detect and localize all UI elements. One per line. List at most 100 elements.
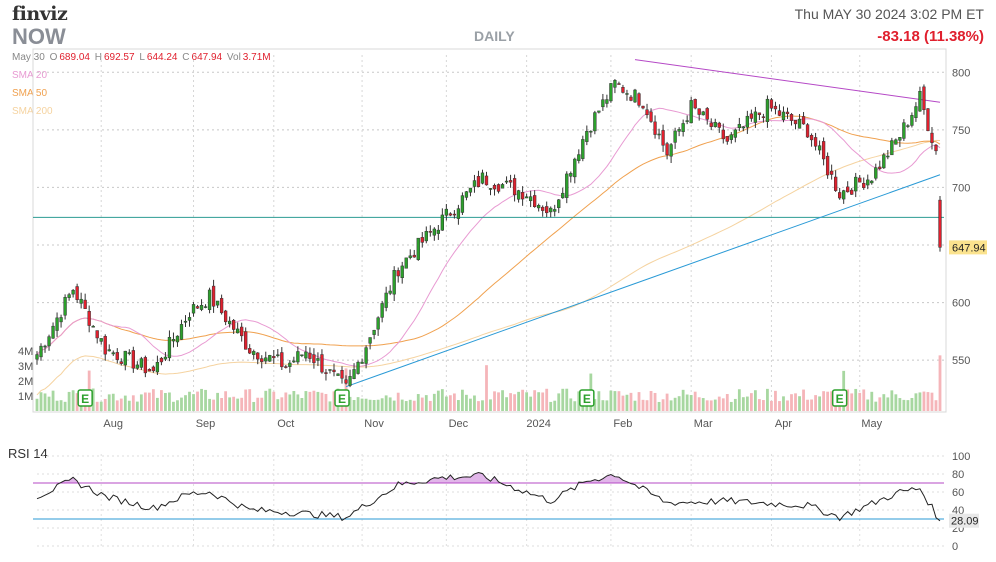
volume-bar bbox=[517, 391, 520, 411]
candle bbox=[789, 113, 794, 126]
candle-body bbox=[480, 172, 485, 184]
volume-bar bbox=[737, 389, 741, 411]
candle bbox=[135, 361, 139, 370]
candle bbox=[316, 352, 320, 367]
volume-bar bbox=[862, 389, 866, 411]
candle bbox=[773, 101, 778, 115]
candle-body bbox=[733, 129, 737, 138]
earnings-marker[interactable]: E bbox=[334, 389, 350, 407]
candle bbox=[364, 345, 368, 369]
candle-body bbox=[340, 369, 344, 379]
volume-bar bbox=[288, 394, 292, 411]
candle-body bbox=[721, 129, 725, 140]
earnings-marker-label: E bbox=[583, 392, 591, 406]
volume-bar bbox=[866, 399, 870, 411]
candle bbox=[898, 137, 902, 148]
volume-bar bbox=[597, 391, 601, 411]
volume-bar bbox=[176, 400, 179, 411]
candle-body bbox=[729, 134, 733, 140]
candle bbox=[332, 363, 336, 377]
candle-body bbox=[488, 188, 493, 190]
volume-bar bbox=[103, 398, 107, 411]
candle bbox=[464, 191, 469, 201]
volume-bar bbox=[645, 400, 649, 411]
volume-bar bbox=[725, 394, 729, 411]
candle bbox=[765, 95, 770, 128]
candle-body bbox=[372, 329, 376, 335]
earnings-marker[interactable]: E bbox=[77, 389, 93, 407]
volume-bar bbox=[786, 400, 789, 411]
candle-body bbox=[613, 80, 617, 88]
candle-body bbox=[183, 320, 188, 323]
candle-body bbox=[368, 337, 372, 344]
candle bbox=[842, 189, 846, 204]
volume-bar bbox=[35, 398, 39, 411]
candle-body bbox=[99, 338, 103, 342]
volume-bar bbox=[304, 391, 308, 411]
candle-body bbox=[882, 154, 886, 169]
volume-bar bbox=[220, 398, 224, 411]
candle-body bbox=[878, 166, 882, 169]
candle bbox=[858, 175, 862, 183]
candle bbox=[862, 177, 866, 190]
volume-bar bbox=[741, 397, 745, 411]
candle bbox=[829, 164, 834, 180]
candle-body bbox=[673, 130, 677, 143]
volume-bar bbox=[549, 401, 553, 411]
candle-body bbox=[364, 347, 368, 364]
candle-body bbox=[801, 116, 806, 125]
candle-body bbox=[713, 122, 717, 127]
volume-bar bbox=[697, 397, 701, 411]
volume-bar bbox=[681, 389, 685, 411]
candle-body bbox=[681, 123, 685, 132]
candle-body bbox=[834, 176, 838, 191]
candle bbox=[179, 319, 184, 340]
candle bbox=[163, 352, 168, 362]
candle bbox=[448, 212, 453, 217]
candle bbox=[95, 330, 99, 344]
candle-body bbox=[922, 86, 926, 111]
candle-body bbox=[516, 190, 521, 200]
candle bbox=[605, 94, 609, 108]
candle bbox=[585, 125, 589, 146]
candle-body bbox=[528, 196, 533, 202]
candle bbox=[452, 210, 457, 219]
candle bbox=[348, 369, 352, 388]
volume-bar bbox=[890, 390, 894, 411]
candle-body bbox=[693, 99, 697, 109]
candle bbox=[159, 356, 164, 366]
candle bbox=[545, 201, 549, 218]
close-label: C bbox=[182, 52, 190, 63]
volume-bar bbox=[774, 390, 777, 411]
candle-body bbox=[512, 178, 517, 196]
volume-bar bbox=[384, 395, 388, 411]
earnings-marker[interactable]: E bbox=[831, 389, 848, 407]
volume-bar bbox=[673, 397, 677, 411]
price-change: -83.18 (11.38%) bbox=[877, 28, 984, 45]
volume-bar bbox=[794, 393, 797, 411]
volume-bar bbox=[685, 394, 689, 411]
volume-bar bbox=[272, 391, 276, 411]
candle bbox=[440, 208, 444, 231]
rsi-last-bg bbox=[949, 513, 979, 528]
volume-bar bbox=[147, 392, 151, 411]
candle bbox=[252, 349, 256, 360]
candle-body bbox=[344, 379, 348, 384]
candle-body bbox=[508, 180, 513, 183]
volume-bar bbox=[649, 390, 653, 411]
candle bbox=[87, 305, 91, 333]
candle-body bbox=[854, 176, 858, 192]
candle-body bbox=[850, 189, 854, 195]
volume-bar bbox=[63, 401, 67, 411]
finviz-logo[interactable]: finviz bbox=[12, 3, 68, 25]
candle-body bbox=[874, 167, 878, 179]
candle-body bbox=[83, 299, 87, 309]
earnings-marker-label: E bbox=[338, 392, 346, 406]
candle-body bbox=[769, 99, 774, 109]
volume-bar bbox=[669, 400, 673, 411]
candle bbox=[336, 373, 340, 376]
earnings-marker[interactable]: E bbox=[579, 389, 595, 407]
volume-bar bbox=[569, 398, 573, 411]
candle-body bbox=[47, 336, 51, 347]
